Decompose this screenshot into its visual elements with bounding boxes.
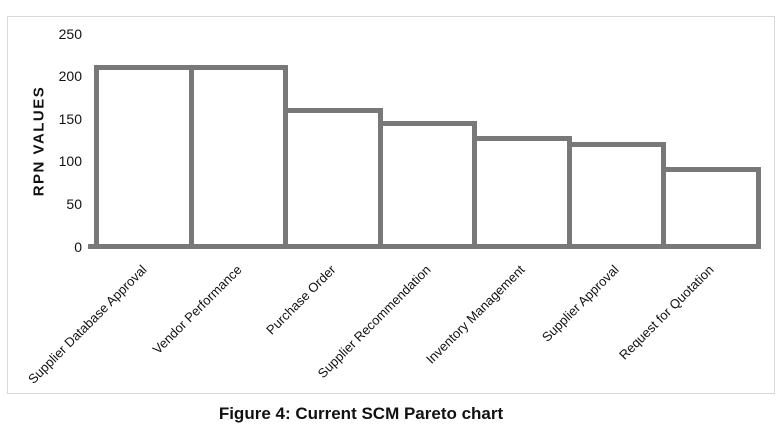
y-tick-label: 150 bbox=[58, 110, 82, 127]
bar-3 bbox=[377, 121, 478, 244]
bar-2 bbox=[283, 108, 383, 244]
y-axis-title: RPN VALUES bbox=[30, 85, 48, 197]
bar-5 bbox=[566, 142, 667, 244]
y-tick-label: 100 bbox=[58, 153, 82, 170]
y-tick-label: 0 bbox=[74, 238, 82, 255]
y-tick-label: 200 bbox=[58, 68, 82, 85]
bar-0 bbox=[94, 65, 194, 244]
bar-1 bbox=[188, 65, 289, 244]
bar-6 bbox=[661, 167, 762, 244]
y-tick-label: 250 bbox=[58, 25, 82, 42]
bar-4 bbox=[472, 136, 572, 244]
figure-caption: Figure 4: Current SCM Pareto chart bbox=[218, 404, 504, 423]
plot-area bbox=[88, 31, 762, 249]
y-tick-label: 50 bbox=[66, 195, 82, 212]
